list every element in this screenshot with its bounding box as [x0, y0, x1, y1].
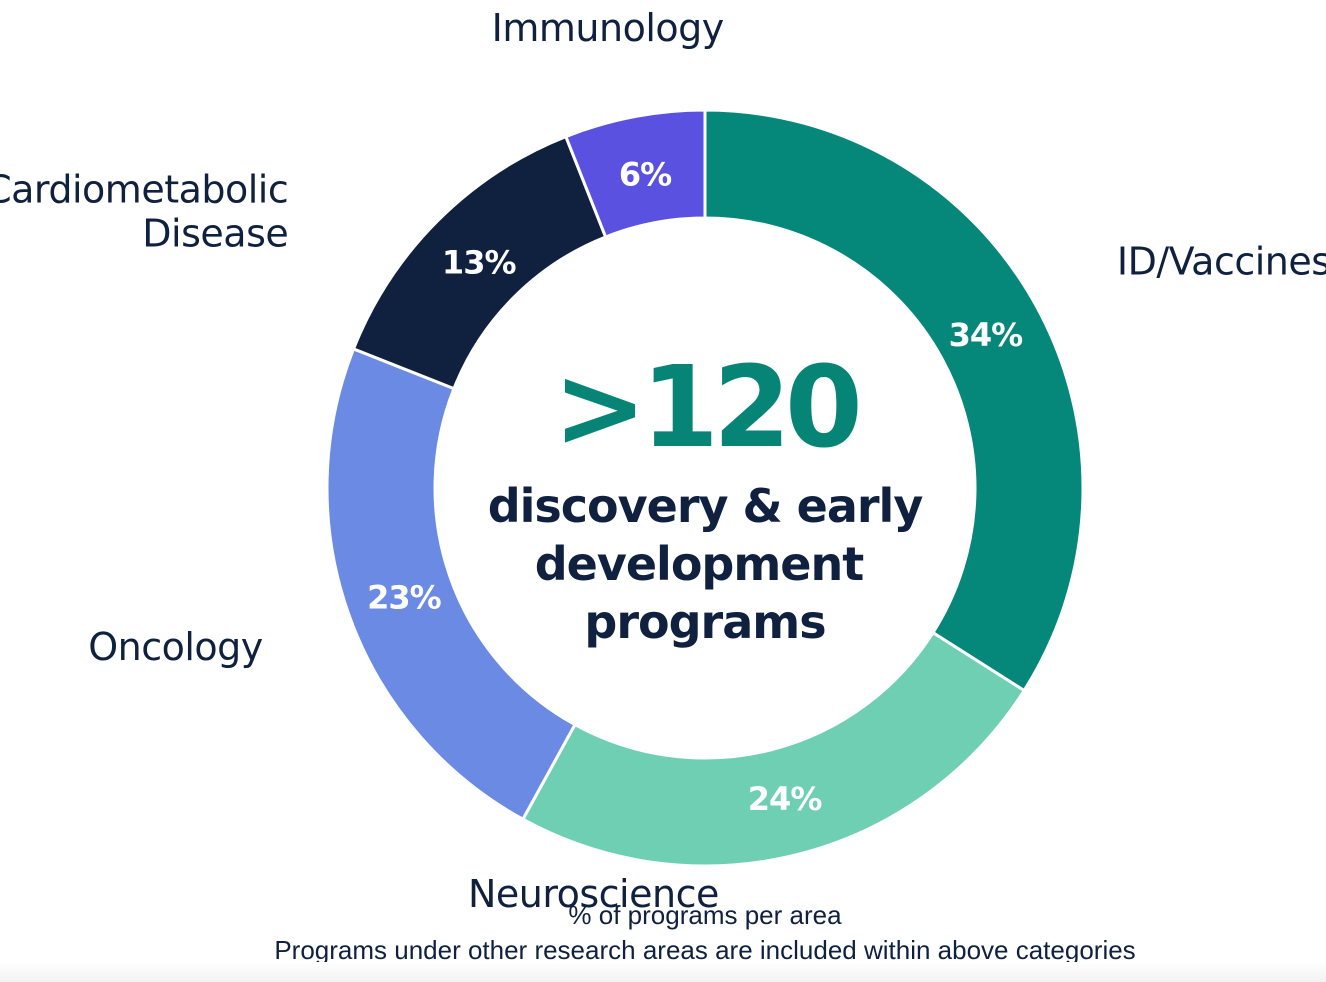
value-label-oncology: 23%	[367, 578, 442, 616]
footnote-line-2: Programs under other research areas are …	[274, 935, 1135, 965]
category-label-id-vaccines: ID/Vaccines	[1117, 240, 1326, 284]
slice-oncology	[325, 346, 577, 822]
footnote-line-1: % of programs per area	[568, 900, 842, 930]
value-label-id-vaccines: 34%	[949, 316, 1024, 354]
value-label-neuroscience: 24%	[748, 780, 823, 818]
slice-neuroscience	[520, 630, 1027, 868]
category-label-neuroscience: Neuroscience	[468, 872, 719, 916]
bottom-fade	[0, 962, 1326, 982]
slice-id-vaccines	[703, 108, 1085, 693]
center-value: >120	[553, 343, 858, 473]
center-text-line-3: programs	[584, 595, 825, 649]
slice-immunology	[563, 108, 707, 239]
center-text-line-1: discovery & early	[488, 479, 924, 533]
category-label-cardiometabolic-disease: Cardiometabolic Disease	[0, 168, 288, 256]
value-label-immunology: 6%	[619, 156, 672, 194]
center-text-line-2: development	[535, 537, 863, 591]
category-label-immunology: Immunology	[492, 6, 724, 50]
category-label-oncology: Oncology	[88, 625, 263, 669]
value-label-cardiometabolic-disease: 13%	[442, 244, 517, 282]
